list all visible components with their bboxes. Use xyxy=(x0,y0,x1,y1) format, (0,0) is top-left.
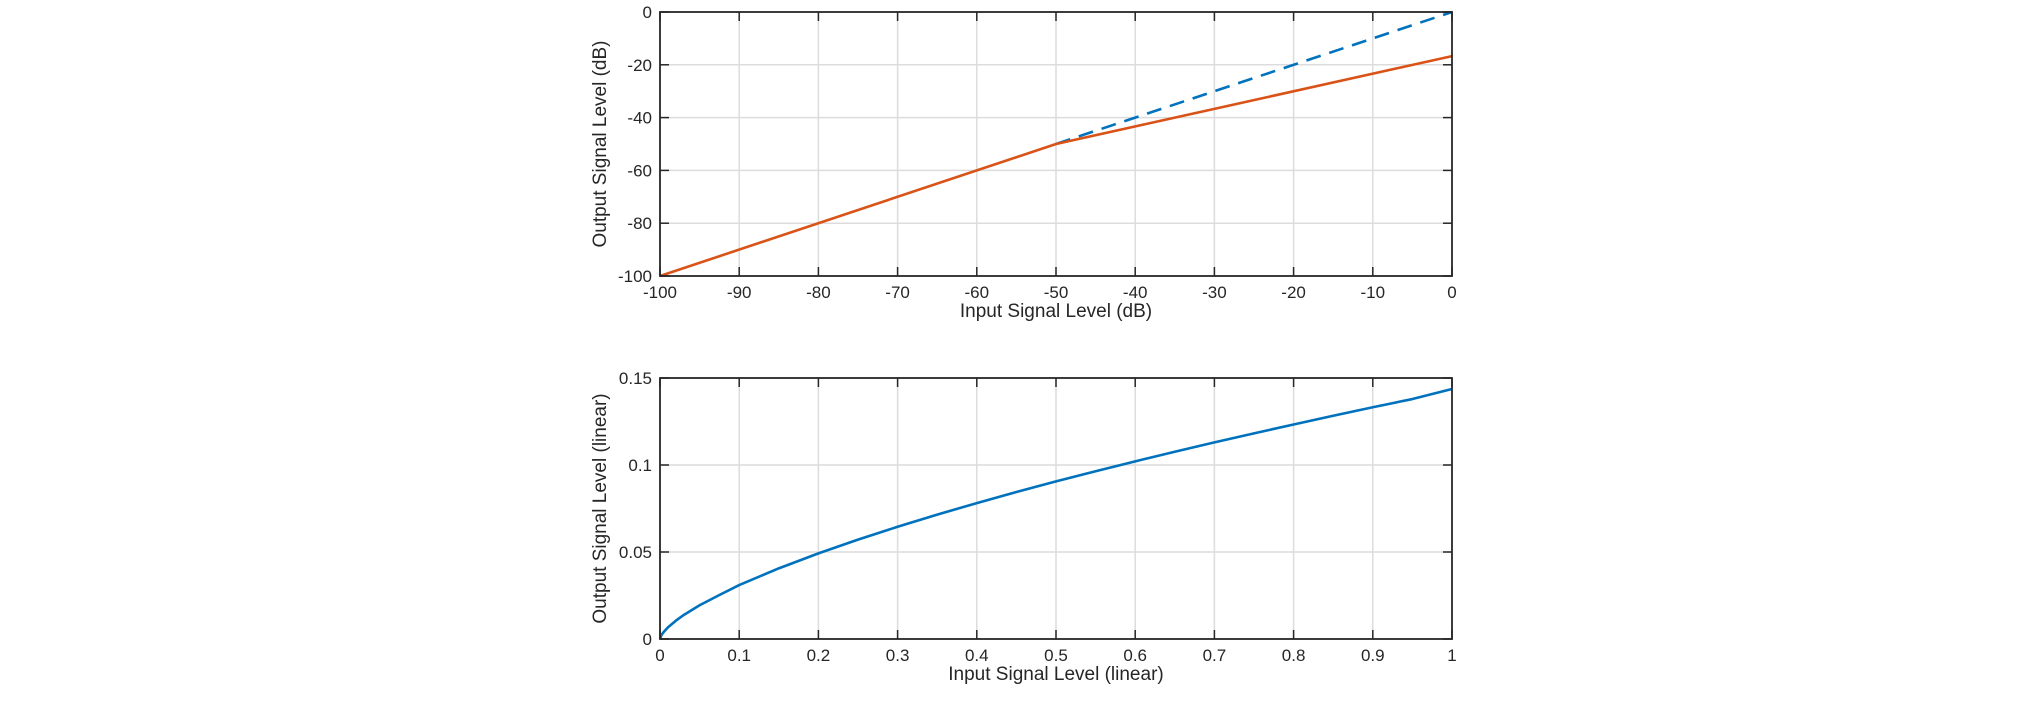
x-tick-label: 0.5 xyxy=(1044,646,1068,665)
series-line-1 xyxy=(659,54,1453,278)
x-tick-label: -60 xyxy=(965,283,990,302)
top-chart-db: -100 -90 -80 -70 -60 -50 -40 -30 -20 -10 0-100-80-… xyxy=(590,3,1457,322)
x-tick-label: 1 xyxy=(1447,646,1456,665)
y-tick-label: -20 xyxy=(627,56,652,75)
x-axis-label: Input Signal Level (dB) xyxy=(960,301,1152,322)
y-tick-label: 0.15 xyxy=(619,369,652,388)
x-tick-label: -40 xyxy=(1123,283,1148,302)
x-tick-label: 0.8 xyxy=(1282,646,1306,665)
y-axis-label: Output Signal Level (linear) xyxy=(590,393,611,623)
x-tick-label: 0.4 xyxy=(965,646,989,665)
x-axis-label: Input Signal Level (linear) xyxy=(948,664,1163,685)
x-tick-label: -50 xyxy=(1044,283,1069,302)
y-tick-label: -40 xyxy=(627,109,652,128)
x-tick-label: 0.1 xyxy=(727,646,751,665)
y-tick-label: 0 xyxy=(643,630,652,649)
x-tick-label: -100 xyxy=(643,283,677,302)
x-tick-label: 0.3 xyxy=(886,646,910,665)
y-axis-label: Output Signal Level (dB) xyxy=(590,40,611,247)
bottom-chart-linear: 0 0.1 0.2 0.3 0.4 0.5 0.6 0.7 0.8 0.9 1 0 0.05 0.1 0.1… xyxy=(590,369,1457,685)
x-tick-label: -70 xyxy=(885,283,910,302)
y-tick-label: -80 xyxy=(627,214,652,233)
x-tick-label: 0.7 xyxy=(1203,646,1227,665)
x-tick-label: 0 xyxy=(1447,283,1456,302)
series-line-0 xyxy=(1055,10,1453,146)
x-tick-label: -80 xyxy=(806,283,831,302)
y-tick-label: 0.1 xyxy=(628,456,652,475)
y-tick-label: -100 xyxy=(618,267,652,286)
y-tick-label: 0 xyxy=(643,3,652,22)
x-tick-label: -90 xyxy=(727,283,752,302)
y-tick-label: 0.05 xyxy=(619,543,652,562)
x-tick-label: 0 xyxy=(655,646,664,665)
y-tick-label: -60 xyxy=(627,161,652,180)
x-tick-label: -10 xyxy=(1361,283,1386,302)
x-tick-label: -30 xyxy=(1202,283,1227,302)
x-tick-label: 0.6 xyxy=(1123,646,1147,665)
x-tick-label: 0.9 xyxy=(1361,646,1385,665)
x-tick-label: -20 xyxy=(1281,283,1306,302)
x-tick-label: 0.2 xyxy=(807,646,831,665)
series-line-0 xyxy=(658,387,1453,640)
